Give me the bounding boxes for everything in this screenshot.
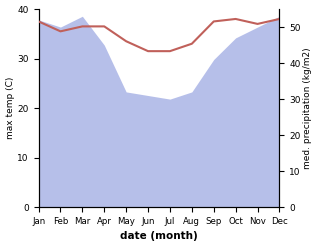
X-axis label: date (month): date (month) <box>120 231 198 242</box>
Y-axis label: max temp (C): max temp (C) <box>5 77 15 139</box>
Y-axis label: med. precipitation (kg/m2): med. precipitation (kg/m2) <box>303 47 313 169</box>
